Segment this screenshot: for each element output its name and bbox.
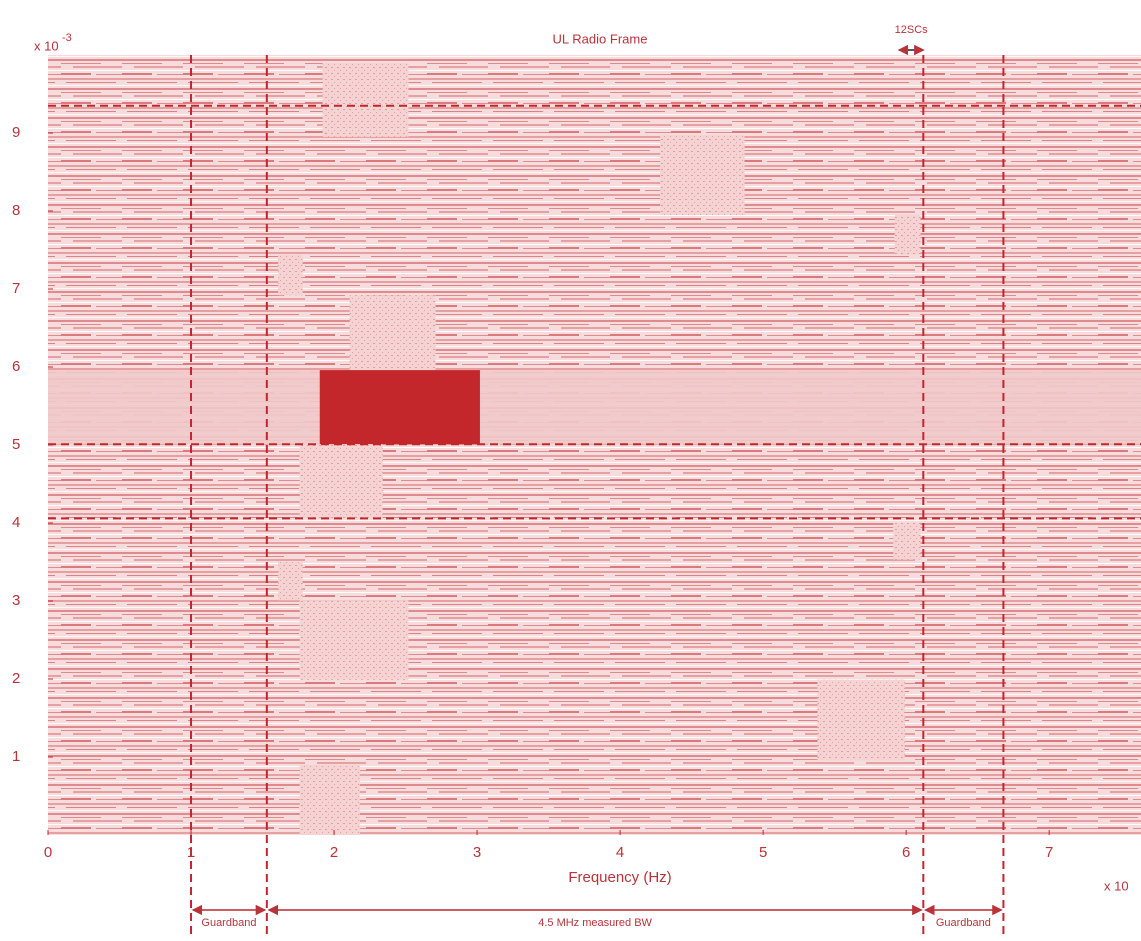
x-tick-label: 2 <box>330 844 338 861</box>
x-tick-label: 4 <box>616 844 624 861</box>
x-tick-label: 7 <box>1045 844 1053 861</box>
block-texture <box>300 600 409 680</box>
y-tick-label: 9 <box>12 124 20 141</box>
span-label: 4.5 MHz measured BW <box>538 917 652 929</box>
span-label: Guardband <box>936 917 991 929</box>
block-texture <box>350 295 436 370</box>
x-multiplier: x 10 <box>1104 878 1129 893</box>
block-texture <box>660 135 744 215</box>
x-axis-label: Frequency (Hz) <box>568 869 671 886</box>
y-tick-label: 2 <box>12 670 20 687</box>
block-texture <box>895 215 921 255</box>
y-tick-label: 7 <box>12 280 20 297</box>
y-tick-label: 3 <box>12 592 20 609</box>
block-texture <box>278 255 302 296</box>
y-tick-label: 1 <box>12 748 20 765</box>
chart: UL Radio Frame Frequency (Hz) x 10 x 10 … <box>0 0 1141 941</box>
y-tick-label: 4 <box>12 514 20 531</box>
block-texture <box>300 765 360 835</box>
x-tick-label: 3 <box>473 844 481 861</box>
y-multiplier: x 10 <box>34 38 59 53</box>
x-tick-label: 0 <box>44 844 52 861</box>
signal-band <box>48 370 1141 444</box>
span-label: Guardband <box>201 917 256 929</box>
block-texture <box>817 680 904 760</box>
y-tick-label: 5 <box>12 436 20 453</box>
resource-block <box>320 370 480 444</box>
block-texture <box>300 444 383 518</box>
block-texture <box>893 523 920 560</box>
x-tick-label: 1 <box>187 844 195 861</box>
block-texture <box>278 562 302 600</box>
x-tick-label: 6 <box>902 844 910 861</box>
chart-title: UL Radio Frame <box>553 31 648 46</box>
block-texture <box>323 63 409 137</box>
subcarrier-label: 12SCs <box>895 24 929 36</box>
y-tick-label: 6 <box>12 358 20 375</box>
y-multiplier-exponent: -3 <box>62 32 72 44</box>
y-tick-label: 8 <box>12 202 20 219</box>
x-tick-label: 5 <box>759 844 767 861</box>
